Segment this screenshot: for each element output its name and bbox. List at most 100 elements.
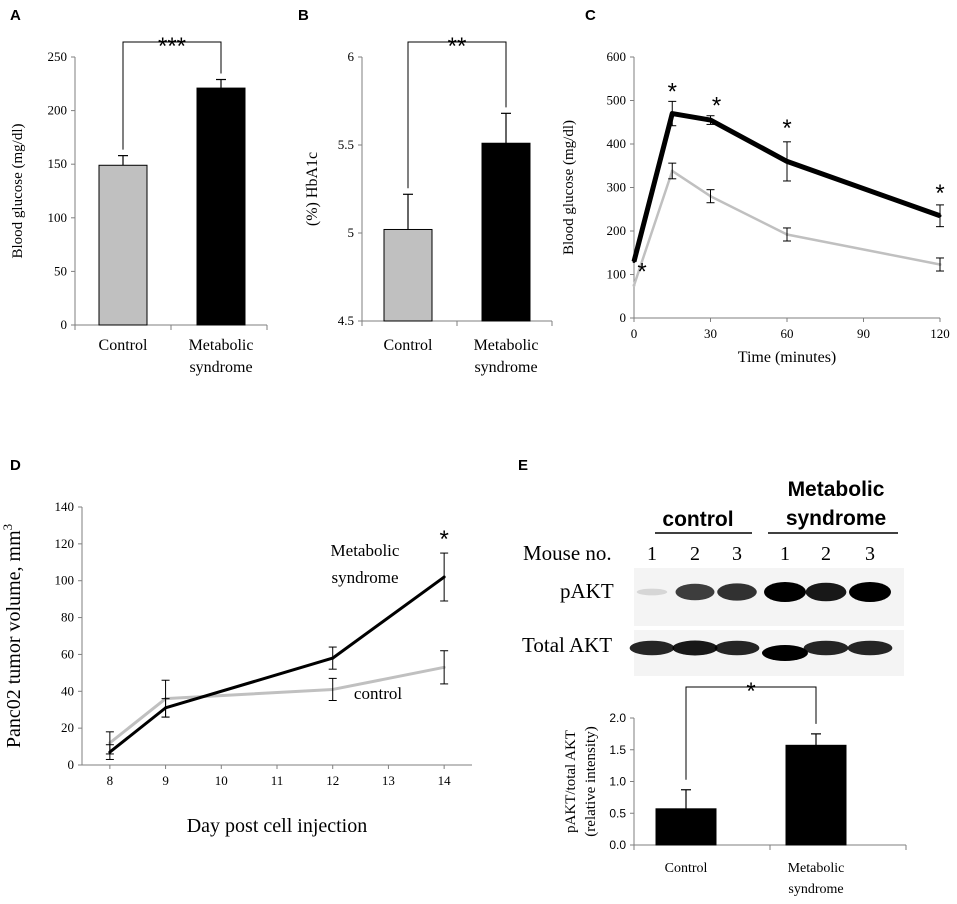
panel-d-ytick-label: 60 [61, 646, 74, 661]
blot-mouse-number: 1 [780, 543, 790, 565]
panel-b-bar-metabolic [481, 142, 531, 322]
panel-e-chart: 0.0 0.5 1.0 1.5 2.0 Control Metabolic syndrome *… [563, 678, 907, 897]
panel-a-significance-bracket [122, 41, 222, 150]
panel-c-significance-star: * [935, 180, 944, 207]
panel-c-y-axis-label: Blood glucose (mg/dl) [561, 120, 577, 255]
panel-e-ytick-label: 1.0 [609, 775, 626, 789]
panel-a-category-label: Control [99, 337, 148, 354]
panel-a-chart: 0 50 100 150 200 250 Control Metabolic syndrome *… [10, 33, 268, 376]
panel-d-xtick-label: 12 [326, 773, 339, 788]
panel-c-xtick-label: 120 [930, 326, 950, 341]
blot-band-total-akt [803, 640, 849, 656]
panel-b-ytick-label: 4.5 [338, 313, 354, 328]
panel-e-ytick-label: 0.5 [609, 806, 626, 820]
panel-a-y-axis-label: Blood glucose (mg/dl) [10, 124, 26, 259]
panel-d-ytick-label: 20 [61, 720, 74, 735]
western-blot: control Metabolic syndrome Mouse no. 1 2 3… [522, 478, 904, 676]
panel-d-y-axis-label-superscript: 3 [0, 524, 15, 531]
blot-mouse-number: 1 [647, 543, 657, 565]
panel-e-category-label: syndrome [788, 882, 843, 897]
panel-c-significance-star: * [712, 93, 721, 120]
panel-c-chart: 0 100 200 300 400 500 600 0 30 60 90 120 Time (minut… [561, 49, 950, 366]
panel-d-ytick-label: 140 [55, 499, 75, 514]
panel-c-ytick-label: 200 [607, 223, 627, 238]
blot-band-pakt [764, 582, 806, 602]
panel-b-category-label: syndrome [474, 359, 537, 376]
panel-d-xtick-label: 9 [162, 773, 169, 788]
panel-d-ytick-label: 120 [55, 536, 75, 551]
panel-a-ytick-label: 50 [54, 263, 67, 278]
panel-d-y-axis-label-text: Panc02 tumor volume, mm [3, 530, 25, 748]
panel-e-y-axis-label-2: (relative intensity) [583, 726, 599, 836]
panel-e-y-axis-label: pAKT/total AKT [563, 730, 579, 833]
panel-c-x-axis-label: Time (minutes) [738, 349, 837, 366]
blot-band-total-akt [847, 640, 893, 656]
panel-a-ytick-label: 250 [48, 49, 68, 64]
blot-row-label-total-akt: Total AKT [522, 633, 612, 657]
panel-d-chart: 0 20 40 60 80 100 120 140 8 9 10 11 12 13 14 Day post c… [0, 499, 472, 837]
panel-a-significance-stars: *** [158, 33, 186, 60]
blot-group-control: control [662, 508, 733, 531]
blot-group-metabolic-line1: Metabolic [788, 478, 885, 501]
blot-band-total-akt [629, 640, 675, 656]
panel-e-bar-metabolic [785, 744, 847, 846]
panel-a-ytick-label: 200 [48, 103, 68, 118]
panel-e-ytick-label: 0.0 [609, 838, 626, 852]
panel-d-series-line-metabolic [108, 575, 446, 754]
panel-e-category-label: Metabolic [788, 861, 845, 876]
panel-b-y-axis-label: (%) HbA1c [304, 152, 321, 226]
panel-e-ytick-label: 2.0 [609, 711, 626, 725]
panel-label-c: C [585, 7, 596, 24]
panel-b-chart: 4.5 5 5.5 6 Control Metabolic syndrome ** (%) Hb… [304, 33, 553, 376]
panel-c-significance-star: * [668, 78, 677, 105]
panel-a-category-label: syndrome [189, 359, 252, 376]
blot-band-pakt [717, 583, 757, 601]
panel-e-significance-bracket [685, 686, 817, 780]
panel-label-d: D [10, 457, 21, 474]
panel-a-bar-control [98, 164, 148, 326]
blot-band-total-akt [762, 645, 808, 661]
panel-d-series-label-metabolic: Metabolic [331, 541, 400, 560]
panel-b-significance-bracket [407, 41, 507, 189]
panel-d-series-label-metabolic: syndrome [331, 568, 398, 587]
panel-c-ytick-label: 100 [607, 267, 627, 282]
blot-band-pakt [636, 588, 668, 596]
panel-d-xtick-label: 10 [215, 773, 228, 788]
panel-b-category-label: Control [384, 337, 433, 354]
panel-c-xtick-label: 60 [781, 326, 794, 341]
panel-c-ytick-label: 600 [607, 49, 627, 64]
blot-band-total-akt [714, 640, 760, 656]
blot-row-label-pakt: pAKT [560, 579, 614, 603]
panel-b-ytick-label: 5.5 [338, 137, 354, 152]
panel-d-xtick-label: 14 [438, 773, 452, 788]
panel-c-ytick-label: 500 [607, 93, 627, 108]
panel-c-y-axis-label-text: Blood glucose (mg/dl) [561, 120, 577, 255]
panel-d-significance-star: * [439, 526, 448, 553]
panel-a-bar-metabolic [196, 87, 246, 326]
panel-d-xtick-label: 8 [107, 773, 114, 788]
panel-a-ytick-label: 150 [48, 156, 68, 171]
panel-d-xtick-label: 11 [271, 773, 284, 788]
panel-label-a: A [10, 7, 21, 24]
panel-e-category-label: Control [665, 861, 708, 876]
blot-band-pakt [805, 582, 847, 602]
blot-mouse-number: 2 [690, 543, 700, 565]
panel-d-ytick-label: 100 [55, 573, 75, 588]
blot-mouse-number: 3 [732, 543, 742, 565]
panel-label-e: E [518, 457, 528, 474]
panel-c-ytick-label: 0 [620, 310, 627, 325]
panel-d-series-line-control [108, 665, 445, 745]
panel-a-ytick-label: 100 [48, 210, 68, 225]
panel-b-significance-stars: ** [448, 33, 467, 60]
panel-a-ytick-label: 0 [61, 317, 68, 332]
panel-e-ytick-label: 1.5 [609, 743, 626, 757]
panel-label-b: B [298, 7, 309, 24]
panel-d-y-axis-label: Panc02 tumor volume, mm3 [0, 524, 25, 748]
panel-c-xtick-label: 90 [857, 326, 870, 341]
panel-a-category-label: Metabolic [189, 337, 254, 354]
panel-c-significance-star: * [637, 258, 646, 285]
blot-band-pakt [849, 582, 891, 602]
panel-c-data-point [632, 283, 636, 287]
panel-c-xtick-label: 0 [631, 326, 638, 341]
